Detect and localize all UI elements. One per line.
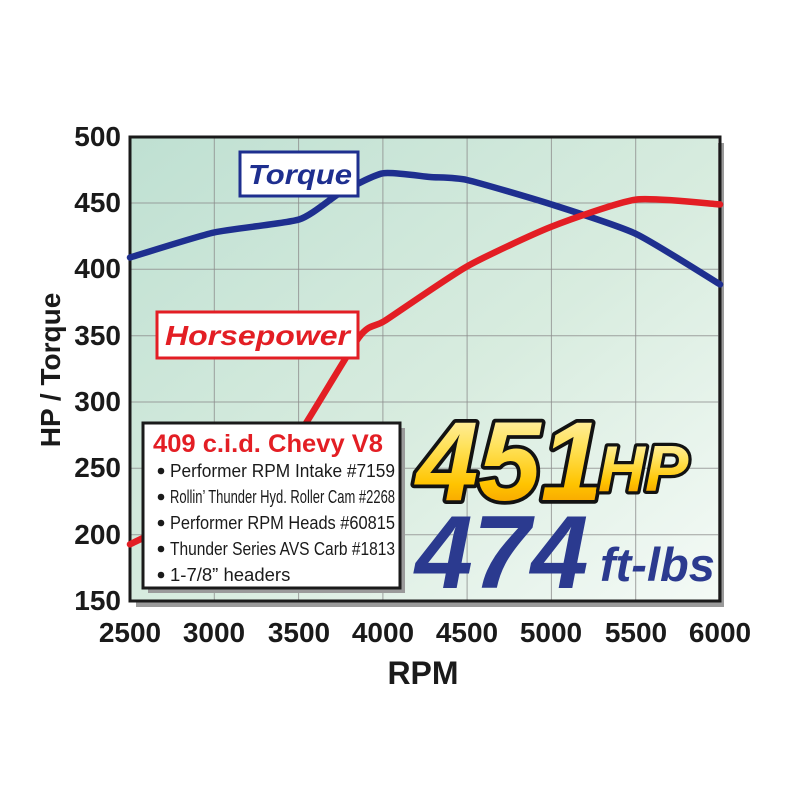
svg-text:3500: 3500 <box>268 617 330 648</box>
svg-text:300: 300 <box>74 386 121 417</box>
svg-text:Performer RPM Intake #7159: Performer RPM Intake #7159 <box>170 460 395 481</box>
svg-text:150: 150 <box>74 585 121 616</box>
svg-text:HP / Torque: HP / Torque <box>35 293 66 448</box>
svg-text:RPM: RPM <box>387 655 458 691</box>
svg-text:250: 250 <box>74 452 121 483</box>
svg-text:5500: 5500 <box>605 617 667 648</box>
svg-text:5000: 5000 <box>520 617 582 648</box>
svg-text:HP: HP <box>598 432 689 505</box>
svg-text:ft-lbs: ft-lbs <box>600 538 715 591</box>
svg-text:Torque: Torque <box>248 159 352 190</box>
svg-text:1-7/8” headers: 1-7/8” headers <box>170 564 290 585</box>
svg-text:474: 474 <box>413 495 589 611</box>
svg-text:4000: 4000 <box>352 617 414 648</box>
svg-text:409 c.i.d. Chevy V8: 409 c.i.d. Chevy V8 <box>153 430 383 458</box>
svg-text:450: 450 <box>74 187 121 218</box>
svg-text:400: 400 <box>74 253 121 284</box>
svg-text:6000: 6000 <box>689 617 751 648</box>
svg-text:350: 350 <box>74 320 121 351</box>
svg-text:4500: 4500 <box>436 617 498 648</box>
svg-text:200: 200 <box>74 519 121 550</box>
svg-text:3000: 3000 <box>183 617 245 648</box>
svg-text:Performer RPM Heads #60815: Performer RPM Heads #60815 <box>170 512 395 533</box>
svg-text:500: 500 <box>74 121 121 152</box>
svg-text:Thunder Series AVS Carb #1813: Thunder Series AVS Carb #1813 <box>170 538 395 559</box>
svg-text:2500: 2500 <box>99 617 161 648</box>
svg-text:Rollin’ Thunder Hyd. Roller Ca: Rollin’ Thunder Hyd. Roller Cam #2268 <box>170 486 395 507</box>
svg-text:Horsepower: Horsepower <box>165 320 352 351</box>
